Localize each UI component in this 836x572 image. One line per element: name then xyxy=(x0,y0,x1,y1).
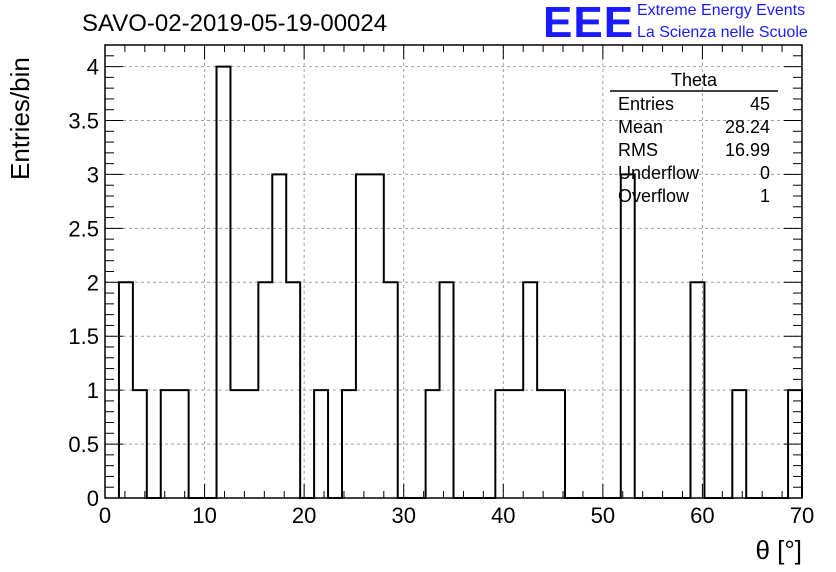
eee-logo: EEE xyxy=(543,0,635,47)
stats-label: RMS xyxy=(618,140,658,160)
stats-value: 1 xyxy=(760,186,770,206)
y-axis-label: Entries/bin xyxy=(5,57,35,180)
y-tick-label: 1.5 xyxy=(68,324,99,349)
histogram-bin xyxy=(217,67,231,498)
x-tick-label: 20 xyxy=(292,503,316,528)
x-axis-label: θ [°] xyxy=(755,535,802,565)
stats-value: 16.99 xyxy=(725,140,770,160)
x-tick-label: 0 xyxy=(99,503,111,528)
y-tick-label: 0.5 xyxy=(68,432,99,457)
stats-label: Underflow xyxy=(618,163,700,183)
x-tick-label: 10 xyxy=(192,503,216,528)
chart-title: SAVO-02-2019-05-19-00024 xyxy=(82,10,388,37)
y-tick-label: 0 xyxy=(87,486,99,511)
logo-line-2: La Scienza nelle Scuole xyxy=(637,24,808,41)
histogram-line xyxy=(117,65,803,499)
y-tick-label: 3.5 xyxy=(68,109,99,134)
y-tick-label: 2 xyxy=(87,270,99,295)
x-tick-label: 50 xyxy=(591,503,615,528)
histogram-bin xyxy=(732,390,746,498)
x-tick-label: 60 xyxy=(690,503,714,528)
histogram-bin xyxy=(175,390,189,498)
x-tick-label: 40 xyxy=(491,503,515,528)
histogram-bin xyxy=(133,390,147,498)
stats-label: Entries xyxy=(618,94,674,114)
stats-label: Overflow xyxy=(618,186,690,206)
y-tick-label: 2.5 xyxy=(68,216,99,241)
y-tick-label: 1 xyxy=(87,378,99,403)
x-tick-label: 70 xyxy=(790,503,814,528)
y-tick-label: 4 xyxy=(87,55,99,80)
logo-line-1: Extreme Energy Events xyxy=(637,2,806,19)
stats-label: Mean xyxy=(618,117,663,137)
y-tick-label: 3 xyxy=(87,162,99,187)
stats-value: 0 xyxy=(760,163,770,183)
stats-value: 28.24 xyxy=(725,117,770,137)
stats-value: 45 xyxy=(750,94,770,114)
stats-title: Theta xyxy=(671,70,718,90)
x-tick-label: 30 xyxy=(391,503,415,528)
histogram-bin xyxy=(258,282,272,498)
